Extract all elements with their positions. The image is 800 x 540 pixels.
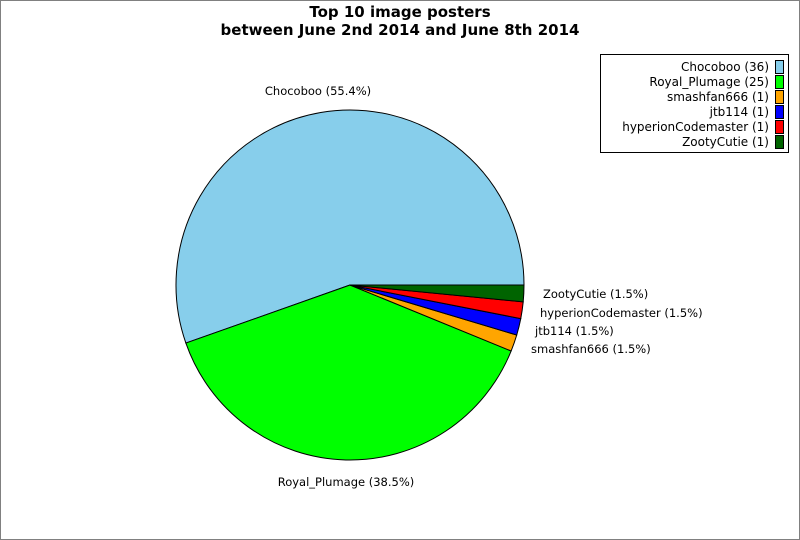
legend-label: jtb114 (1)	[709, 104, 769, 119]
legend-swatch	[775, 134, 784, 149]
legend-entry-zootycutie: ZootyCutie (1)	[682, 134, 784, 149]
legend-swatch	[775, 89, 784, 104]
legend-label: hyperionCodemaster (1)	[622, 119, 769, 134]
legend-entry-jtb114: jtb114 (1)	[710, 104, 784, 119]
chart-title-line-2: between June 2nd 2014 and June 8th 2014	[220, 21, 580, 39]
slice-label-smashfan666: smashfan666 (1.5%)	[531, 342, 651, 356]
chart-title: Top 10 image posters between June 2nd 20…	[0, 3, 800, 39]
chart-legend: Chocoboo (36) Royal_Plumage (25) smashfan6…	[600, 54, 789, 153]
pie-slice-zootycutie	[349, 284, 525, 303]
slice-label-chocoboo: Chocoboo (55.4%)	[265, 84, 371, 98]
slice-label-royal-plumage: Royal_Plumage (38.5%)	[278, 475, 415, 489]
slice-label-hyperioncodemaster: hyperionCodemaster (1.5%)	[540, 306, 703, 320]
slice-label-jtb114: jtb114 (1.5%)	[534, 324, 614, 338]
legend-entry-royal-plumage: Royal_Plumage (25)	[649, 74, 784, 89]
legend-swatch	[775, 74, 784, 89]
legend-swatch	[775, 104, 784, 119]
legend-swatch	[775, 59, 784, 74]
legend-label: smashfan666 (1)	[666, 89, 769, 104]
legend-label: Royal_Plumage (25)	[649, 74, 769, 89]
legend-entry-smashfan666: smashfan666 (1)	[667, 89, 784, 104]
legend-label: ZootyCutie (1)	[682, 134, 769, 149]
legend-label: Chocoboo (36)	[680, 59, 769, 74]
legend-entry-hyperioncodemaster: hyperionCodemaster (1)	[622, 119, 784, 134]
slice-label-zootycutie: ZootyCutie (1.5%)	[543, 287, 648, 301]
legend-swatch	[775, 119, 784, 134]
pie-slice-royal-plumage	[185, 284, 512, 461]
chart-title-line-1: Top 10 image posters	[309, 3, 491, 21]
legend-entry-chocoboo: Chocoboo (36)	[681, 59, 784, 74]
